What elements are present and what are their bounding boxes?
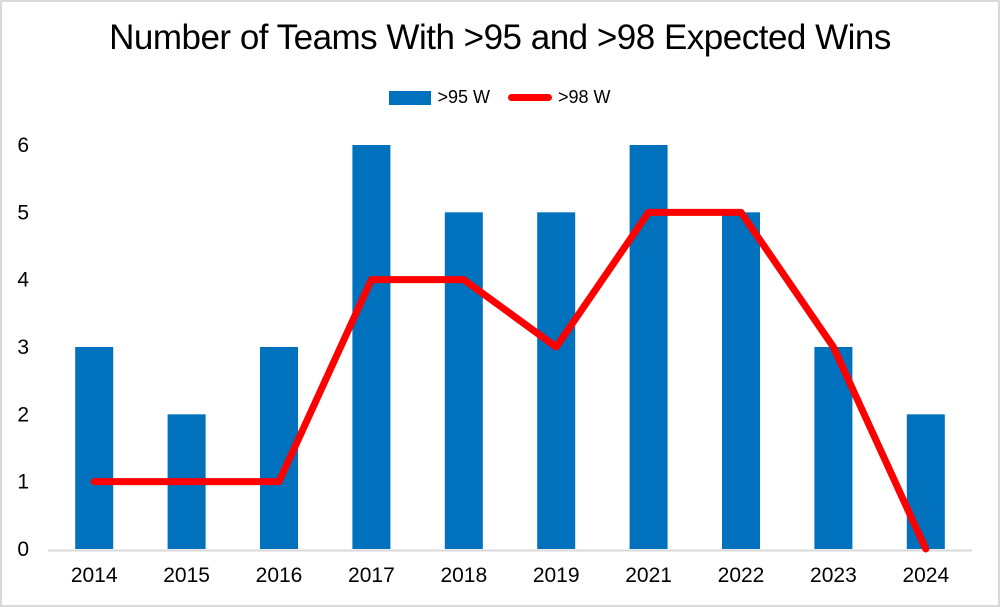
bar-2021 [629,145,668,549]
x-tick-label: 2014 [71,564,118,587]
x-tick-label: 2024 [902,564,949,587]
y-tick-label: 4 [17,269,29,292]
bar-2018 [444,212,483,550]
y-tick-label: 0 [17,538,29,561]
x-tick-label: 2017 [348,564,395,587]
x-tick-label: 2022 [718,564,765,587]
bar-2024 [906,414,945,549]
y-tick-label: 3 [17,336,29,359]
legend-label-95w: >95 W [437,87,490,107]
bar-2019 [537,212,576,550]
x-tick-label: 2018 [440,564,487,587]
x-tick-label: 2016 [256,564,303,587]
legend-bar-swatch-icon [389,90,432,105]
legend-label-98w: >98 W [558,87,611,107]
x-tick-label: 2019 [533,564,580,587]
legend-item-98w: >98 W [508,87,611,108]
x-tick-label: 2021 [625,564,672,587]
y-tick-label: 2 [17,403,29,426]
legend-item-95w: >95 W [389,87,490,108]
x-tick-label: 2015 [163,564,210,587]
line-series-98w [90,208,930,553]
y-tick-label: 5 [17,201,29,224]
bar-2022 [722,212,760,550]
y-tick-label: 6 [17,134,29,157]
bar-2017 [352,145,391,549]
legend: >95 W >98 W [2,87,998,108]
bar-2014 [75,347,114,549]
legend-line-swatch-icon [508,94,552,101]
y-tick-label: 1 [17,471,29,494]
chart-title: Number of Teams With >95 and >98 Expecte… [109,18,891,57]
x-tick-label: 2023 [810,564,857,587]
